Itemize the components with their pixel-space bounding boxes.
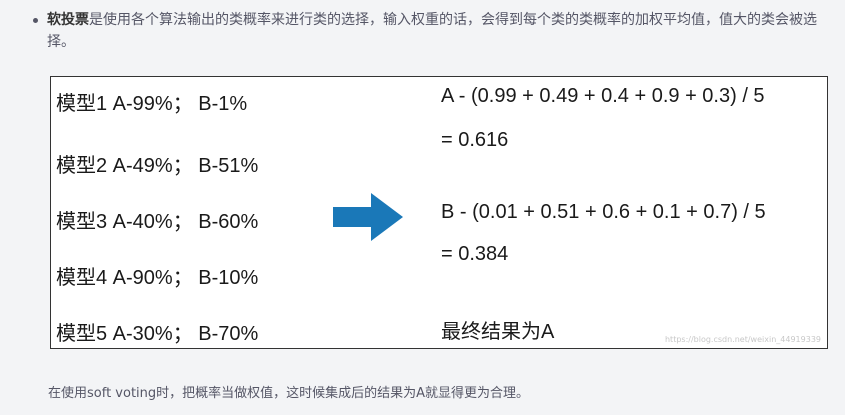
model-5-text: 模型5 A-30%； B-70% <box>56 323 259 345</box>
model-4-text: 模型4 A-90%； B-10% <box>56 267 259 289</box>
model-1-text: 模型1 A-99%； B-1% <box>56 93 248 115</box>
calc-a-text: A - (0.99 + 0.49 + 0.4 + 0.9 + 0.3) / 5 <box>441 85 765 107</box>
calc-b-text: B - (0.01 + 0.51 + 0.6 + 0.1 + 0.7) / 5 <box>441 201 766 223</box>
soft-voting-figure: 模型1 A-99%； B-1% 模型2 A-49%； B-51% 模型3 A-4… <box>50 76 828 349</box>
result-b-text: = 0.384 <box>441 243 509 265</box>
bullet-paragraph: 软投票是使用各个算法输出的类概率来进行类的选择，输入权重的话，会得到每个类的类概… <box>47 9 833 53</box>
watermark: https://blog.csdn.net/weixin_44919339 <box>664 335 821 344</box>
result-a-text: = 0.616 <box>441 129 509 151</box>
final-result-text: 最终结果为A <box>441 321 555 343</box>
bullet-dot <box>33 18 38 23</box>
right-arrow-icon <box>333 193 403 241</box>
model-3-text: 模型3 A-40%； B-60% <box>56 211 259 233</box>
bullet-item: 软投票是使用各个算法输出的类概率来进行类的选择，输入权重的话，会得到每个类的类概… <box>33 9 833 53</box>
model-2-text: 模型2 A-49%； B-51% <box>56 155 259 177</box>
bullet-bold-term: 软投票 <box>47 12 89 28</box>
bullet-body-text: 是使用各个算法输出的类概率来进行类的选择，输入权重的话，会得到每个类的类概率的加… <box>47 12 817 50</box>
footer-paragraph: 在使用soft voting时，把概率当做权值，这时候集成后的结果为A就显得更为… <box>48 386 530 401</box>
